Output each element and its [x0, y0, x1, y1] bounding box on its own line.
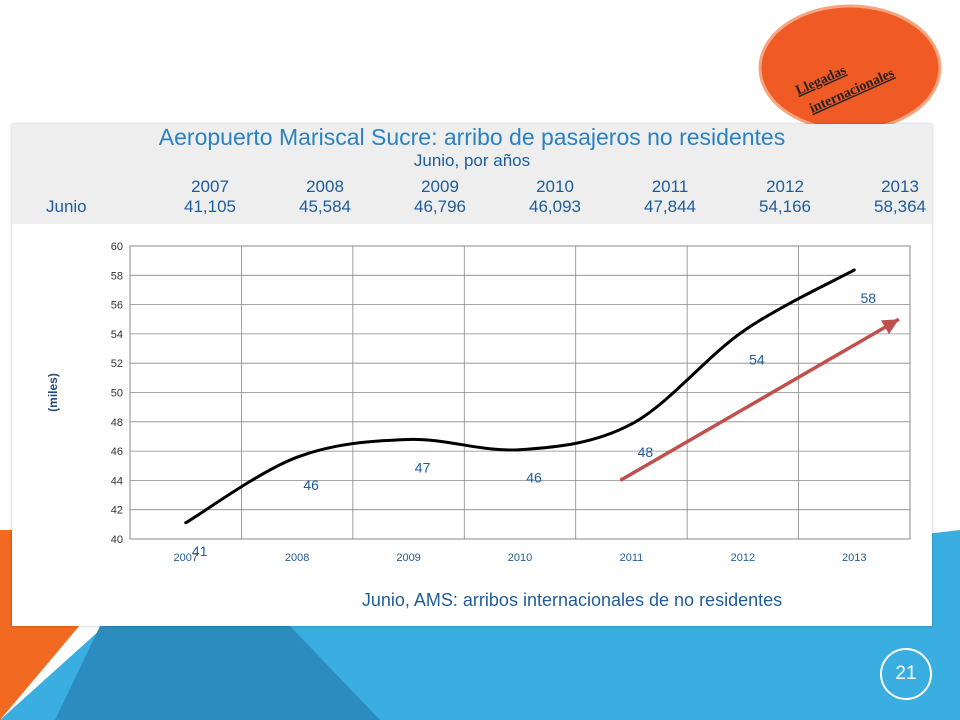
table-year-2011: 2011	[651, 177, 689, 196]
y-tick-label: 60	[111, 241, 123, 253]
table-title: Aeropuerto Mariscal Sucre: arribo de pas…	[158, 124, 786, 150]
data-point	[407, 437, 411, 441]
data-label: 48	[638, 444, 654, 460]
data-label: 46	[303, 477, 319, 493]
y-tick-label: 46	[111, 446, 123, 458]
y-tick-label: 42	[111, 505, 123, 517]
table-value-2012: 54,166	[759, 197, 811, 216]
table-value-2011: 47,844	[644, 197, 696, 216]
table-subtitle: Junio, por años	[413, 151, 531, 170]
table-value-2013: 58,364	[874, 197, 926, 216]
table-value-2008: 45,584	[299, 197, 351, 216]
y-tick-label: 58	[111, 270, 123, 282]
x-tick-label: 2011	[620, 552, 644, 564]
y-tick-label: 40	[111, 534, 123, 546]
table-year-2007: 2007	[191, 177, 229, 196]
data-label: 47	[415, 459, 431, 475]
trend-arrow-head	[881, 319, 899, 335]
y-tick-label: 52	[111, 358, 123, 370]
table-value-2007: 41,105	[184, 197, 236, 216]
line-chart: 40 42 44 46 48 50 52 54 56 58 60 2007 2008 2009 2010 20…	[46, 241, 911, 610]
dark-blue-band-shape	[55, 626, 380, 720]
y-tick-label: 56	[111, 300, 123, 312]
y-tick-label: 50	[111, 388, 123, 400]
x-tick-label: 2009	[396, 552, 420, 564]
y-tick-label: 44	[111, 475, 123, 487]
llegadas-badge: Llegadas internacionales	[758, 4, 942, 132]
passenger-table: Aeropuerto Mariscal Sucre: arribo de pas…	[12, 124, 932, 224]
data-point	[295, 455, 299, 459]
table-year-2008: 2008	[306, 177, 344, 196]
x-tick-label: 2013	[842, 552, 866, 564]
y-tick-label: 48	[111, 417, 123, 429]
table-year-2012: 2012	[766, 177, 804, 196]
y-tick-label: 54	[111, 329, 123, 341]
x-tick-label: 2007	[173, 552, 197, 564]
data-label: 58	[860, 290, 876, 306]
data-point	[184, 521, 188, 525]
table-row-label: Junio	[46, 197, 87, 216]
data-label: 41	[192, 543, 208, 559]
y-axis-label: (miles)	[46, 373, 60, 412]
page-number: 21	[880, 648, 932, 700]
table-value-2009: 46,796	[414, 197, 466, 216]
chart-title: Junio, AMS: arribos internacionales de n…	[362, 590, 782, 610]
table-year-2013: 2013	[881, 177, 919, 196]
trend-arrow-line	[619, 317, 900, 482]
content-panel: Aeropuerto Mariscal Sucre: arribo de pas…	[12, 124, 932, 626]
data-point	[741, 329, 745, 333]
x-tick-label: 2012	[731, 552, 755, 564]
data-point	[852, 268, 856, 272]
x-tick-label: 2010	[508, 552, 532, 564]
data-point	[518, 448, 522, 452]
table-value-2010: 46,093	[529, 197, 581, 216]
data-point	[629, 422, 633, 426]
table-year-2010: 2010	[536, 177, 574, 196]
x-tick-label: 2008	[285, 552, 309, 564]
data-label: 54	[749, 351, 765, 367]
data-label: 46	[526, 470, 542, 486]
table-year-2009: 2009	[421, 177, 459, 196]
